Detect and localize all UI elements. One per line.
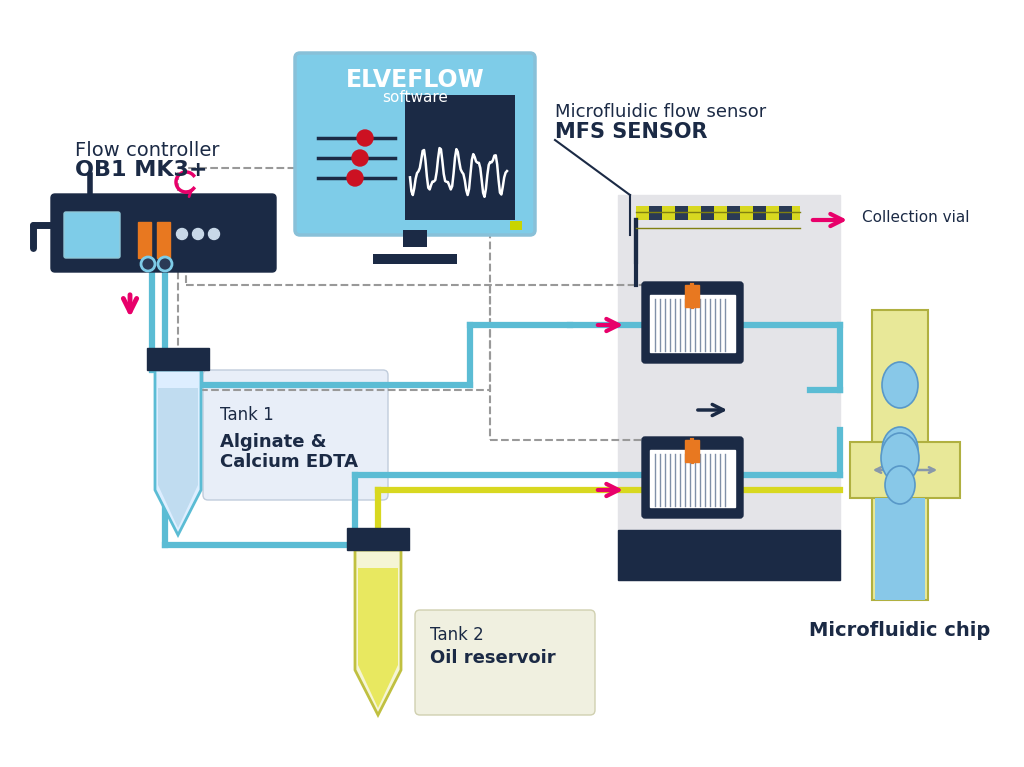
Ellipse shape bbox=[882, 362, 918, 408]
Ellipse shape bbox=[882, 427, 918, 473]
Text: ELVEFLOW: ELVEFLOW bbox=[346, 68, 484, 92]
Circle shape bbox=[347, 170, 362, 186]
Text: Tank 1: Tank 1 bbox=[220, 406, 273, 424]
Bar bbox=[373, 254, 457, 264]
Bar bbox=[688, 206, 701, 220]
Text: MFS SENSOR: MFS SENSOR bbox=[555, 122, 708, 142]
Polygon shape bbox=[155, 370, 201, 535]
Bar bbox=[510, 221, 522, 230]
Bar bbox=[872, 310, 928, 600]
Text: OB1 MK3+: OB1 MK3+ bbox=[75, 160, 208, 180]
Bar bbox=[649, 206, 662, 220]
Bar bbox=[650, 450, 735, 507]
Text: Oil reservoir: Oil reservoir bbox=[430, 649, 556, 667]
Circle shape bbox=[209, 229, 219, 239]
Bar bbox=[740, 206, 753, 220]
Bar bbox=[403, 230, 427, 247]
Bar bbox=[618, 530, 840, 580]
Circle shape bbox=[352, 150, 368, 166]
Bar bbox=[753, 206, 766, 220]
Bar bbox=[157, 222, 170, 258]
Bar bbox=[850, 442, 961, 498]
Bar bbox=[347, 528, 409, 550]
FancyBboxPatch shape bbox=[642, 282, 743, 363]
FancyBboxPatch shape bbox=[203, 370, 388, 500]
Text: Collection vial: Collection vial bbox=[862, 210, 970, 225]
Text: Microfluidic chip: Microfluidic chip bbox=[809, 621, 990, 640]
Bar bbox=[636, 206, 649, 220]
Polygon shape bbox=[355, 550, 401, 715]
Text: software: software bbox=[382, 91, 447, 106]
Polygon shape bbox=[358, 568, 398, 708]
Bar bbox=[714, 206, 727, 220]
Bar bbox=[874, 498, 925, 600]
Bar bbox=[138, 222, 151, 258]
Bar bbox=[662, 206, 675, 220]
Ellipse shape bbox=[885, 466, 915, 504]
Bar bbox=[766, 206, 779, 220]
Bar bbox=[685, 285, 699, 307]
FancyBboxPatch shape bbox=[642, 437, 743, 518]
Bar bbox=[701, 206, 714, 220]
Circle shape bbox=[158, 257, 172, 271]
Bar bbox=[685, 440, 699, 462]
Circle shape bbox=[176, 229, 187, 239]
Text: Tank 2: Tank 2 bbox=[430, 626, 483, 644]
Text: Microfluidic flow sensor: Microfluidic flow sensor bbox=[555, 103, 766, 121]
Bar bbox=[406, 95, 515, 220]
Text: Flow controller: Flow controller bbox=[75, 140, 219, 160]
Circle shape bbox=[357, 130, 373, 146]
FancyBboxPatch shape bbox=[415, 610, 595, 715]
Bar bbox=[618, 195, 840, 580]
Polygon shape bbox=[158, 388, 198, 528]
FancyBboxPatch shape bbox=[51, 194, 276, 272]
Circle shape bbox=[193, 229, 204, 239]
Ellipse shape bbox=[881, 433, 919, 483]
Circle shape bbox=[141, 257, 155, 271]
Bar bbox=[792, 206, 800, 220]
Bar bbox=[779, 206, 792, 220]
Bar bbox=[178, 168, 490, 390]
Text: Alginate &: Alginate & bbox=[220, 433, 327, 451]
Bar bbox=[675, 206, 688, 220]
Bar bbox=[147, 348, 209, 370]
Text: Calcium EDTA: Calcium EDTA bbox=[220, 453, 358, 471]
Bar bbox=[650, 295, 735, 352]
FancyBboxPatch shape bbox=[295, 53, 535, 235]
Bar bbox=[727, 206, 740, 220]
FancyBboxPatch shape bbox=[63, 212, 120, 258]
